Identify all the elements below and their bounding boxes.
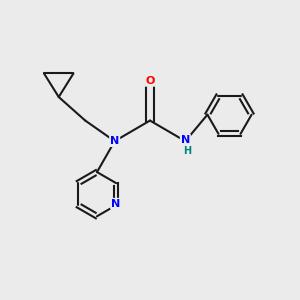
Text: N: N bbox=[181, 135, 190, 145]
Text: N: N bbox=[112, 199, 121, 209]
Text: N: N bbox=[110, 136, 119, 146]
Text: H: H bbox=[183, 146, 191, 156]
Text: O: O bbox=[145, 76, 155, 86]
